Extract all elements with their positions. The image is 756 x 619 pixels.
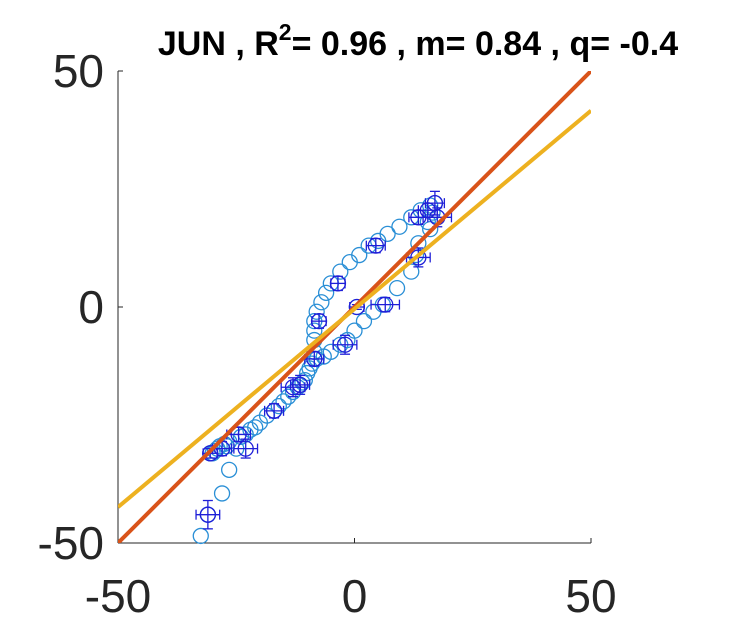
data-point xyxy=(317,284,335,301)
x-tick-label: 0 xyxy=(342,570,368,619)
error-point-marker xyxy=(329,275,347,292)
data-point xyxy=(355,313,373,330)
data-point xyxy=(388,279,406,297)
data-point xyxy=(403,263,420,280)
error-point-marker xyxy=(410,249,427,266)
chart-title-superscript: 2 xyxy=(279,19,292,45)
error-point-marker xyxy=(291,376,309,394)
data-point xyxy=(213,485,231,502)
chart-title-suffix: = 0.96 , m= 0.84 , q= -0.4 xyxy=(292,25,679,63)
data-point xyxy=(270,397,287,415)
data-point xyxy=(391,218,408,235)
data-point xyxy=(308,303,325,320)
error-point-marker xyxy=(348,298,366,316)
error-point-marker xyxy=(230,426,247,443)
y-tick-label: 50 xyxy=(53,45,104,97)
data-point xyxy=(306,322,323,339)
error-point-marker xyxy=(367,237,384,254)
fit-line xyxy=(118,109,591,509)
error-point-marker xyxy=(237,440,254,457)
error-point-marker xyxy=(336,336,354,353)
error-point-marker xyxy=(265,402,283,419)
plot-area: -50 0 50 -50 0 50 xyxy=(38,45,617,619)
x-tick-label: 50 xyxy=(565,570,616,619)
data-point xyxy=(379,225,396,242)
data-point xyxy=(192,527,209,545)
error-point-marker xyxy=(199,506,217,523)
y-tick-label: 0 xyxy=(78,281,104,333)
chart-title: JUN , R2= 0.96 , m= 0.84 , q= -0.4 xyxy=(158,19,678,63)
data-point xyxy=(313,294,330,311)
error-point-marker xyxy=(202,445,219,462)
data-point xyxy=(247,419,264,436)
error-point-marker xyxy=(377,296,394,313)
data-point xyxy=(341,254,358,271)
x-tick-label: -50 xyxy=(85,570,151,619)
data-point xyxy=(351,246,368,264)
data-point xyxy=(315,348,332,365)
y-tick-label: -50 xyxy=(38,517,104,569)
chart-title-prefix: JUN , R xyxy=(158,25,279,63)
data-point xyxy=(365,303,382,320)
error-point-marker xyxy=(310,313,328,330)
data-point xyxy=(221,461,238,478)
data-point xyxy=(332,263,349,280)
error-point-marker xyxy=(306,350,323,368)
data-point xyxy=(422,220,439,238)
